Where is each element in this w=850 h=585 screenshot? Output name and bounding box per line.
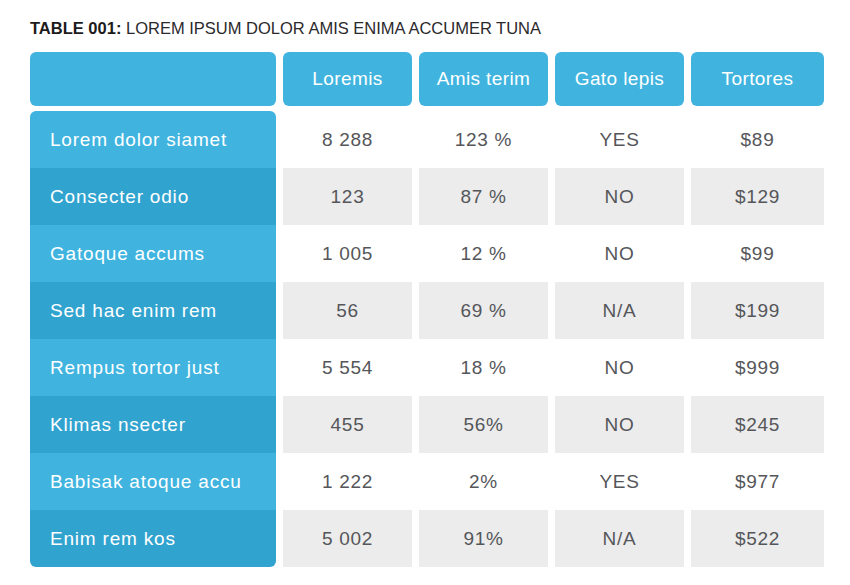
row-label: Enim rem kos [30, 510, 276, 567]
data-cell: 5 002 [283, 510, 412, 567]
data-table: LoremisAmis terimGato lepisTortores Lore… [30, 52, 820, 567]
data-cell: $977 [691, 453, 824, 510]
page: TABLE 001: LOREM IPSUM DOLOR AMIS ENIMA … [0, 0, 850, 567]
data-cell: 455 [283, 396, 412, 453]
data-cell: 8 288 [283, 111, 412, 168]
data-cell: YES [555, 111, 684, 168]
data-cell: $89 [691, 111, 824, 168]
data-cell: $129 [691, 168, 824, 225]
data-cell: N/A [555, 282, 684, 339]
row-label: Rempus tortor just [30, 339, 276, 396]
data-cell: 91% [419, 510, 548, 567]
table-row: Enim rem kos5 00291%N/A$522 [30, 510, 820, 567]
data-cell: 123 % [419, 111, 548, 168]
column-header-gato-lepis: Gato lepis [555, 52, 684, 106]
table-title: TABLE 001: LOREM IPSUM DOLOR AMIS ENIMA … [30, 19, 820, 38]
row-label: Klimas nsecter [30, 396, 276, 453]
data-cell: NO [555, 396, 684, 453]
table-title-prefix: TABLE 001: [30, 19, 121, 37]
table-row: Lorem dolor siamet8 288123 %YES$89 [30, 111, 820, 168]
row-label: Consecter odio [30, 168, 276, 225]
table-row: Gatoque accums1 00512 %NO$99 [30, 225, 820, 282]
corner-cell [30, 52, 276, 106]
table-title-text: LOREM IPSUM DOLOR AMIS ENIMA ACCUMER TUN… [126, 19, 541, 37]
data-cell: $199 [691, 282, 824, 339]
row-label: Babisak atoque accu [30, 453, 276, 510]
data-cell: 12 % [419, 225, 548, 282]
data-cell: 18 % [419, 339, 548, 396]
data-cell: 2% [419, 453, 548, 510]
data-cell: $999 [691, 339, 824, 396]
data-cell: $245 [691, 396, 824, 453]
column-header-tortores: Tortores [691, 52, 824, 106]
table-row: Rempus tortor just5 55418 %NO$999 [30, 339, 820, 396]
data-cell: 5 554 [283, 339, 412, 396]
data-cell: NO [555, 225, 684, 282]
table-row: Klimas nsecter45556%NO$245 [30, 396, 820, 453]
data-cell: 56% [419, 396, 548, 453]
data-cell: $99 [691, 225, 824, 282]
data-cell: $522 [691, 510, 824, 567]
data-cell: NO [555, 339, 684, 396]
table-row: Babisak atoque accu1 2222%YES$977 [30, 453, 820, 510]
table-row: Sed hac enim rem5669 %N/A$199 [30, 282, 820, 339]
column-header-amis-terim: Amis terim [419, 52, 548, 106]
data-cell: YES [555, 453, 684, 510]
row-label: Sed hac enim rem [30, 282, 276, 339]
data-cell: N/A [555, 510, 684, 567]
data-cell: 1 222 [283, 453, 412, 510]
row-label: Lorem dolor siamet [30, 111, 276, 168]
table-row: Consecter odio12387 %NO$129 [30, 168, 820, 225]
data-cell: 1 005 [283, 225, 412, 282]
column-header-loremis: Loremis [283, 52, 412, 106]
table-header-row: LoremisAmis terimGato lepisTortores [30, 52, 820, 106]
data-cell: 56 [283, 282, 412, 339]
table-body: Lorem dolor siamet8 288123 %YES$89Consec… [30, 111, 820, 567]
data-cell: NO [555, 168, 684, 225]
data-cell: 123 [283, 168, 412, 225]
row-label: Gatoque accums [30, 225, 276, 282]
data-cell: 69 % [419, 282, 548, 339]
data-cell: 87 % [419, 168, 548, 225]
